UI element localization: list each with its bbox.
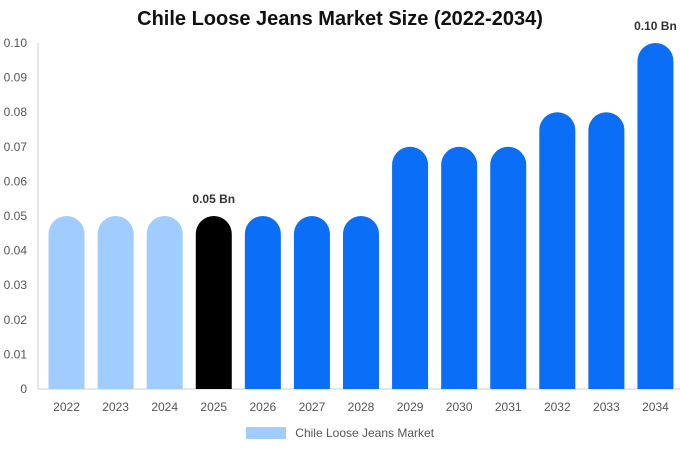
legend-swatch [245, 426, 286, 439]
x-tick-label: 2034 [642, 400, 669, 414]
x-tick-label: 2025 [200, 400, 227, 414]
bar-2031[interactable] [490, 146, 527, 389]
chart-title: Chile Loose Jeans Market Size (2022-2034… [137, 8, 543, 30]
x-tick-label: 2024 [151, 400, 178, 414]
y-tick-label: 0 [20, 382, 27, 396]
y-tick-label: 0.06 [4, 174, 28, 188]
y-tick-label: 0.07 [4, 140, 28, 154]
x-tick-label: 2033 [593, 400, 620, 414]
y-tick-label: 0.01 [4, 347, 28, 361]
bar-2034[interactable] [637, 43, 674, 389]
y-tick-label: 0.04 [4, 244, 28, 258]
x-tick-label: 2029 [397, 400, 424, 414]
bar-2027[interactable] [293, 216, 330, 389]
x-tick-label: 2028 [348, 400, 375, 414]
x-tick-label: 2023 [102, 400, 129, 414]
x-tick-label: 2030 [446, 400, 473, 414]
x-tick-label: 2027 [299, 400, 326, 414]
legend: Chile Loose Jeans Market [0, 425, 680, 440]
y-tick-label: 0.10 [4, 36, 28, 50]
bar-2025[interactable] [195, 216, 232, 389]
bar-2022[interactable] [48, 216, 85, 389]
bar-2030[interactable] [441, 146, 478, 389]
data-label-2034: 0.10 Bn [634, 19, 677, 33]
bar-2026[interactable] [244, 216, 281, 389]
y-tick-label: 0.05 [4, 209, 28, 223]
bar-2029[interactable] [392, 146, 429, 389]
y-tick-label: 0.09 [4, 71, 28, 85]
bar-2028[interactable] [343, 216, 379, 389]
y-tick-label: 0.03 [4, 278, 28, 292]
y-tick-label: 0.02 [4, 313, 28, 327]
x-tick-label: 2022 [53, 400, 80, 414]
y-tick-label: 0.08 [4, 105, 28, 119]
data-label-2025: 0.05 Bn [192, 192, 235, 206]
x-tick-label: 2031 [495, 400, 522, 414]
bar-2032[interactable] [539, 112, 576, 389]
x-tick-label: 2026 [249, 400, 276, 414]
bar-2033[interactable] [588, 112, 625, 389]
x-tick-label: 2032 [544, 400, 571, 414]
legend-label: Chile Loose Jeans Market [295, 425, 435, 440]
bar-2023[interactable] [97, 216, 134, 389]
bar-2024[interactable] [146, 216, 183, 389]
